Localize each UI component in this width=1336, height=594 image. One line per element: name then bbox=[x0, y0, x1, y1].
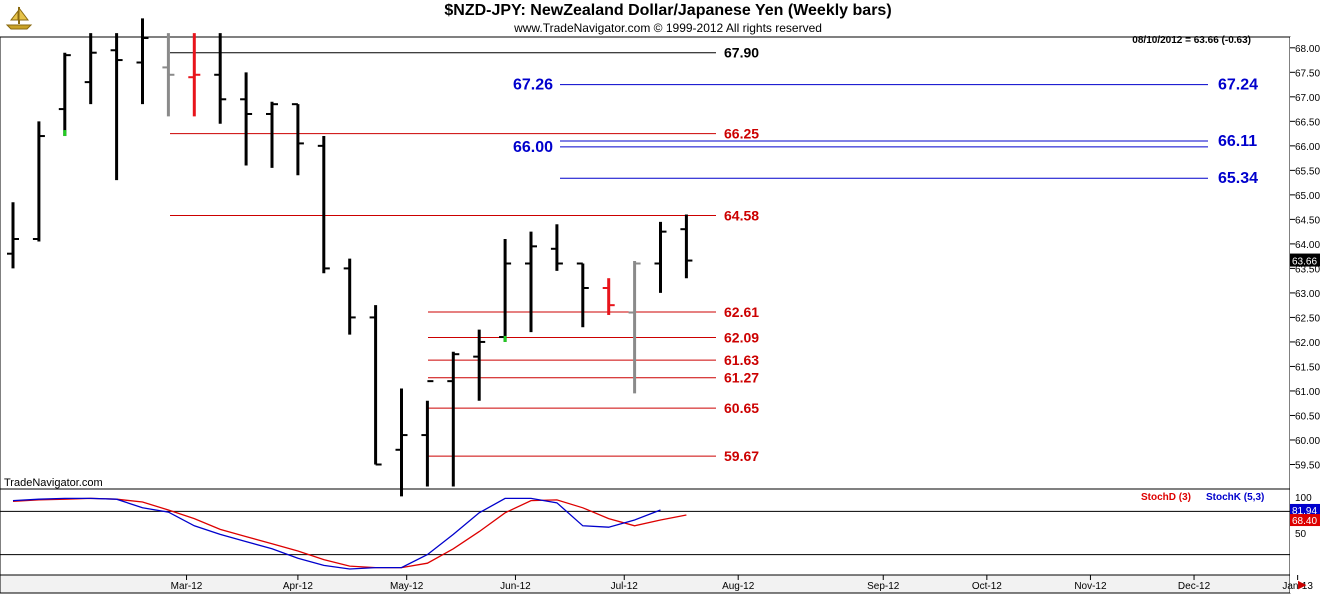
price-tick-label: 66.00 bbox=[1295, 142, 1320, 153]
watermark-text: TradeNavigator.com bbox=[4, 477, 103, 489]
price-tick-label: 63.50 bbox=[1295, 264, 1320, 275]
stoch-d-legend: StochD (3) bbox=[1141, 492, 1191, 503]
price-tick-label: 65.50 bbox=[1295, 166, 1320, 177]
stoch-panel-frame bbox=[0, 488, 1291, 576]
price-tick-label: 59.50 bbox=[1295, 460, 1320, 471]
price-tick-label: 66.50 bbox=[1295, 117, 1320, 128]
last-price-label: 63.66 bbox=[1292, 257, 1317, 268]
stoch-k-legend: StochK (5,3) bbox=[1206, 492, 1265, 503]
date-tick-label: Oct-12 bbox=[972, 581, 1002, 592]
stoch-d-line bbox=[12, 497, 687, 569]
price-tick-label: 61.00 bbox=[1295, 387, 1320, 398]
price-tick-label: 60.00 bbox=[1295, 436, 1320, 447]
price-tick-label: 67.50 bbox=[1295, 68, 1320, 79]
stoch-k-value: 81.94 bbox=[1292, 506, 1317, 517]
price-tick-label: 68.00 bbox=[1295, 44, 1320, 55]
date-tick-label: Jun-12 bbox=[500, 581, 531, 592]
last-price-box bbox=[1290, 253, 1320, 267]
date-tick-label: Apr-12 bbox=[283, 581, 313, 592]
price-tick-label: 62.50 bbox=[1295, 313, 1320, 324]
right-arrow-icon[interactable]: ▶ bbox=[1298, 578, 1307, 591]
stoch-k-box bbox=[1290, 503, 1320, 516]
stoch-k-line bbox=[12, 497, 661, 570]
price-tick-label: 67.00 bbox=[1295, 93, 1320, 104]
price-tick-label: 61.50 bbox=[1295, 362, 1320, 373]
ship-wheel-logo-icon bbox=[4, 4, 34, 30]
chart-subtitle: www.TradeNavigator.com © 1999-2012 All r… bbox=[514, 21, 822, 35]
date-tick-label: Jul-12 bbox=[611, 581, 639, 592]
price-tick-label: 60.50 bbox=[1295, 411, 1320, 422]
level-label: 67.24 bbox=[1218, 77, 1258, 94]
stoch-d-value: 68.40 bbox=[1292, 516, 1317, 527]
price-tick-label: 63.00 bbox=[1295, 289, 1320, 300]
date-tick-label: Aug-12 bbox=[722, 581, 755, 592]
level-label: 64.58 bbox=[724, 207, 759, 223]
level-label: 60.65 bbox=[724, 400, 759, 416]
date-tick-label: Nov-12 bbox=[1074, 581, 1107, 592]
level-label: 67.26 bbox=[513, 77, 553, 94]
chart-title: $NZD-JPY: NewZealand Dollar/Japanese Yen… bbox=[444, 2, 892, 19]
level-label: 65.34 bbox=[1218, 170, 1258, 187]
date-tick-label: Mar-12 bbox=[171, 581, 203, 592]
date-tick-label: May-12 bbox=[390, 581, 424, 592]
price-tick-label: 62.00 bbox=[1295, 338, 1320, 349]
level-label: 66.00 bbox=[513, 139, 553, 156]
price-tick-label: 64.50 bbox=[1295, 215, 1320, 226]
level-label: 61.27 bbox=[724, 370, 759, 386]
level-label: 61.63 bbox=[724, 352, 759, 368]
level-label: 62.09 bbox=[724, 330, 759, 346]
date-tick-label: Sep-12 bbox=[867, 581, 900, 592]
date-tick-label: Dec-12 bbox=[1178, 581, 1211, 592]
price-readout: 08/10/2012 = 63.66 (-0.63) bbox=[1132, 35, 1251, 46]
level-label: 59.67 bbox=[724, 448, 759, 464]
level-label: 67.90 bbox=[724, 45, 759, 61]
stoch-tick-label: 50 bbox=[1295, 529, 1307, 540]
level-label: 66.11 bbox=[1218, 133, 1257, 150]
stoch-d-box bbox=[1290, 514, 1320, 527]
level-label: 66.25 bbox=[724, 126, 759, 142]
price-tick-label: 64.00 bbox=[1295, 240, 1320, 251]
price-tick-label: 65.00 bbox=[1295, 191, 1320, 202]
stoch-tick-label: 100 bbox=[1295, 493, 1312, 504]
level-label: 62.61 bbox=[724, 304, 759, 320]
date-tick-label: Jan-13 bbox=[1282, 581, 1313, 592]
price-axis-band bbox=[1290, 37, 1336, 593]
